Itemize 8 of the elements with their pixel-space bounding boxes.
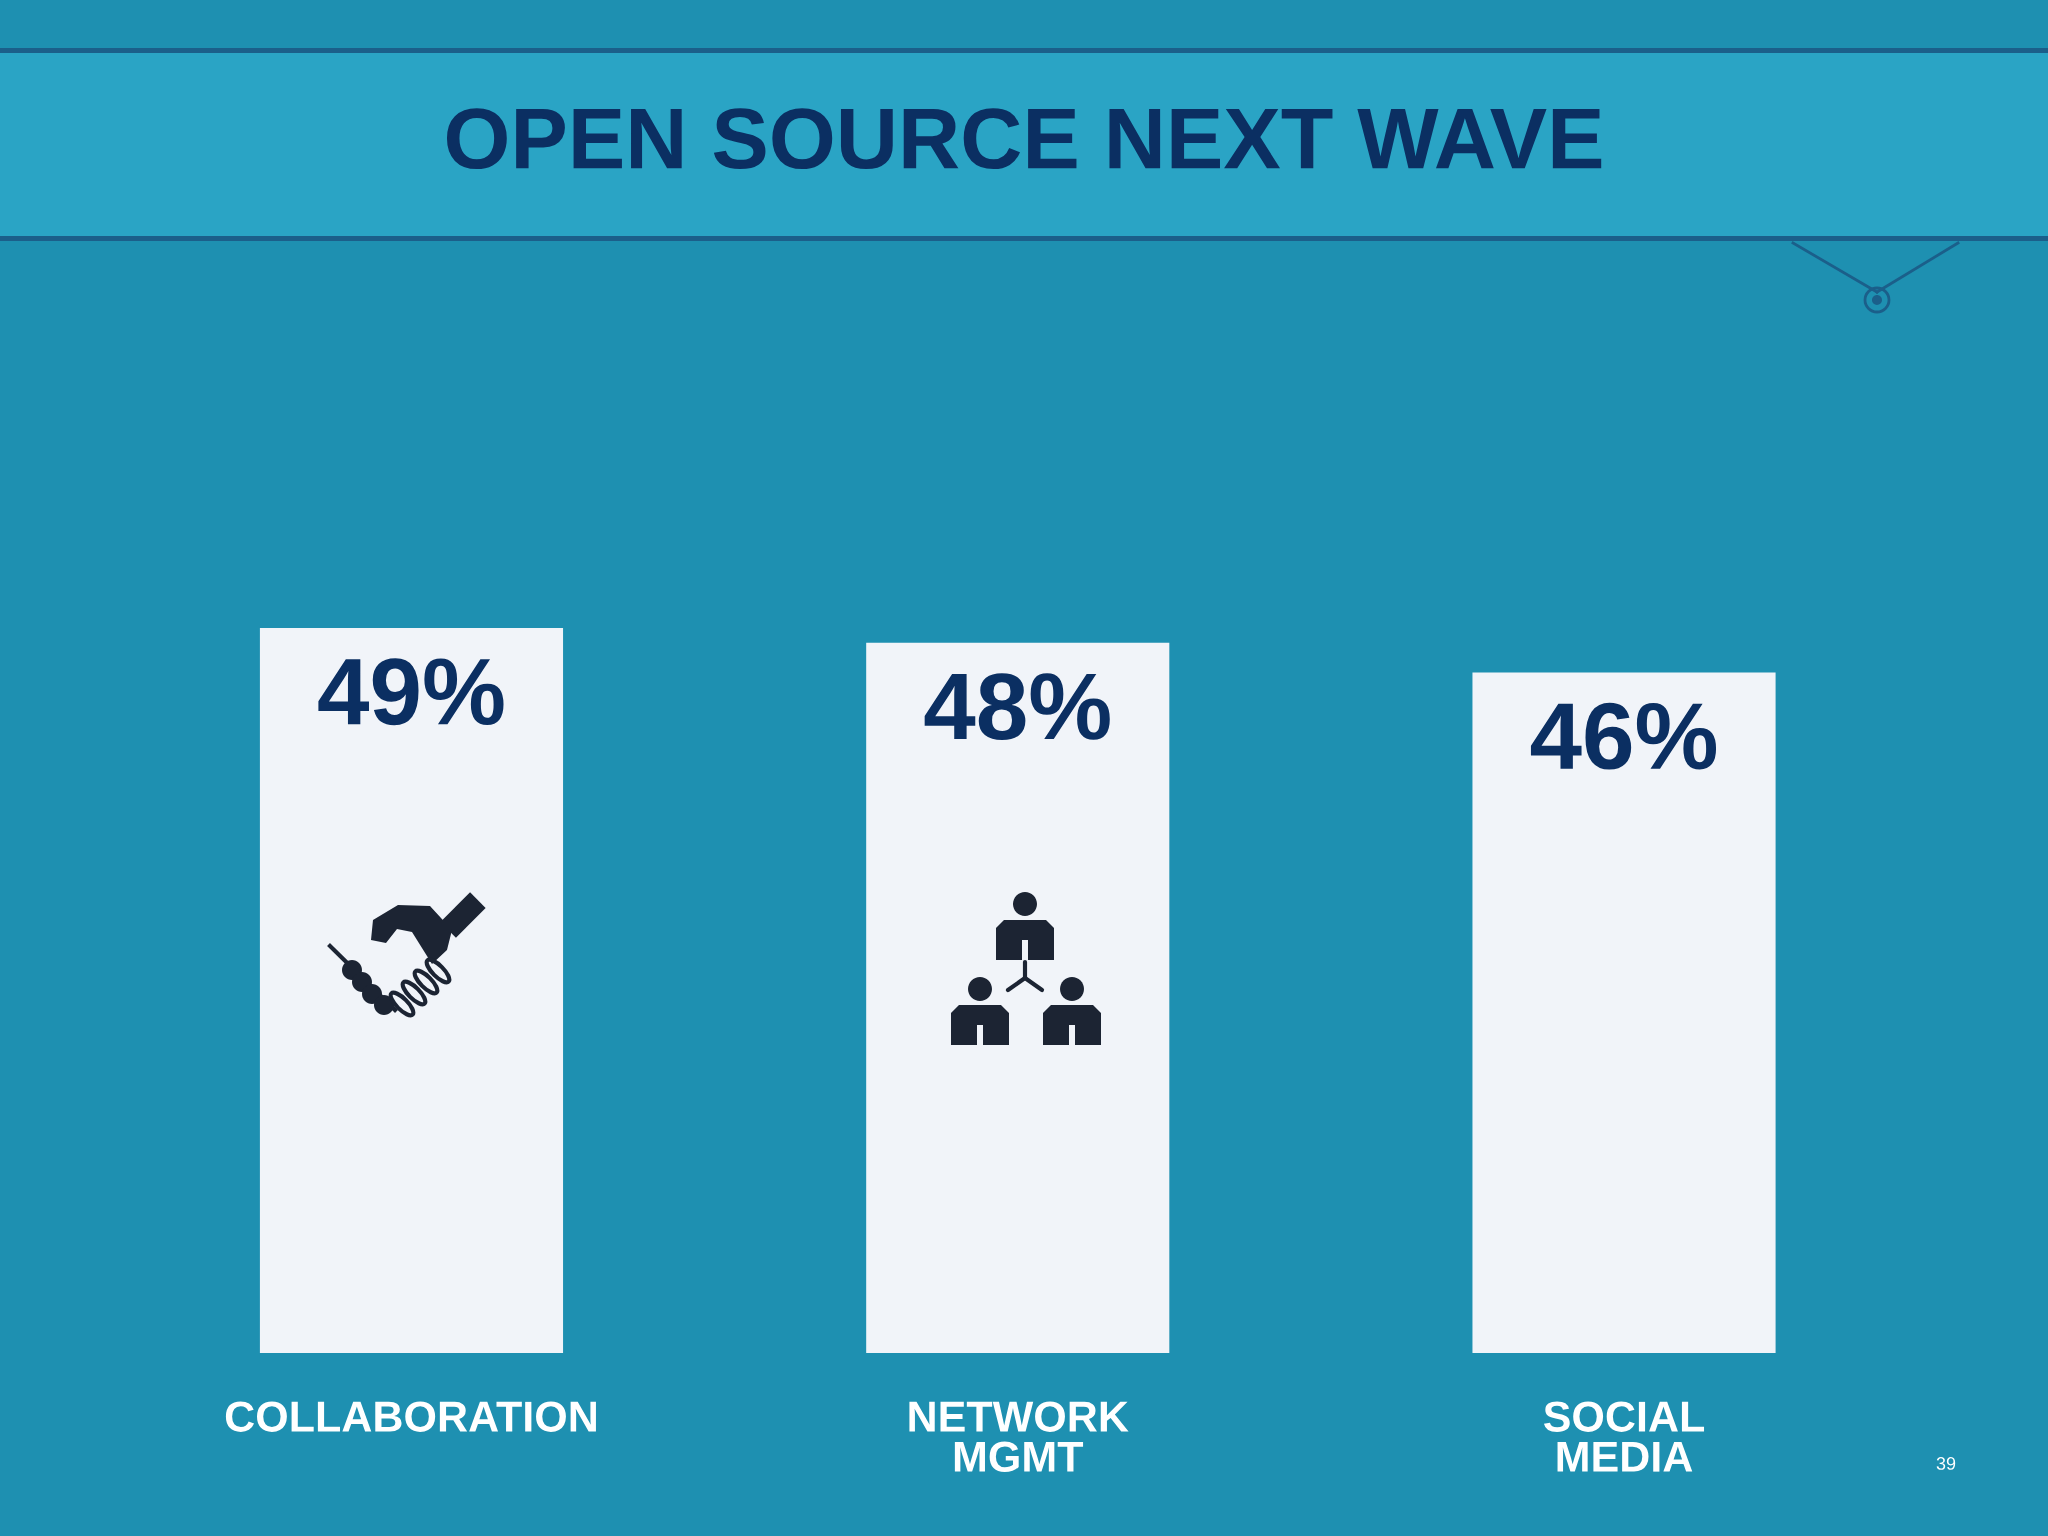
text: 39 [1936, 1457, 1956, 1470]
x-tick-label: COLLABORATION [225, 1401, 596, 1432]
data-label: 49% [318, 658, 504, 726]
data-label: 46% [1530, 702, 1717, 770]
chart-title: OPEN SOURCE NEXT WAVE [446, 108, 1602, 170]
x-tick-label: SOCIAL MEDIA [1543, 1401, 1705, 1472]
x-tick-label: NETWORK MGMT [909, 1401, 1129, 1473]
data-label: 48% [924, 673, 1110, 741]
